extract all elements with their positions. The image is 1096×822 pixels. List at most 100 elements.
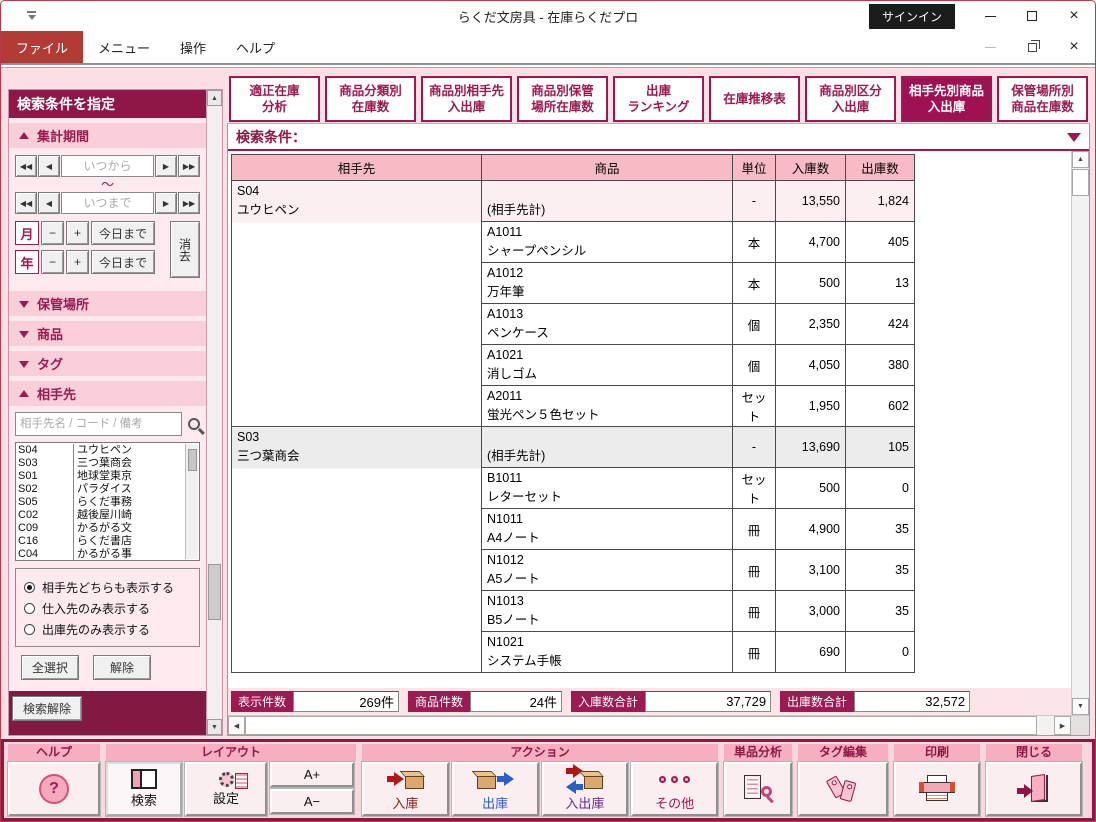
period-clear-button[interactable]: 消去 [170, 221, 200, 278]
date-first-button[interactable]: ◀◀ [15, 155, 37, 177]
outbound-button[interactable]: 出庫 [450, 761, 540, 817]
date-from-input[interactable] [61, 155, 154, 177]
date-prev-button[interactable]: ◀ [38, 155, 60, 177]
item-analysis-button[interactable] [723, 761, 793, 817]
date-last-button[interactable]: ▶▶ [178, 155, 200, 177]
scrollbar-thumb[interactable] [245, 716, 1037, 735]
product-row[interactable]: N1012 A5ノート 冊 3,100 35 [232, 549, 915, 591]
scrollbar-track[interactable] [1072, 196, 1089, 698]
scrollbar-thumb[interactable] [1072, 169, 1089, 196]
month-until-today-button[interactable]: 今日まで [91, 221, 155, 245]
month-plus-button[interactable]: + [66, 221, 89, 245]
product-row[interactable]: N1013 B5ノート 冊 3,000 35 [232, 590, 915, 632]
section-storage[interactable]: 保管場所 [9, 291, 206, 316]
tag-edit-button[interactable] [797, 761, 889, 817]
report-tab[interactable]: 商品別区分 入出庫 [805, 76, 896, 122]
maximize-button[interactable] [1011, 2, 1053, 30]
scroll-left-button[interactable]: ◀ [228, 716, 245, 735]
partner-list-item[interactable]: S05 らくだ事務 [18, 496, 185, 509]
date-next-button[interactable]: ▶ [155, 192, 177, 214]
partner-list-item[interactable]: S04 ユウヒペン [18, 444, 185, 457]
mdi-close-button[interactable]: × [1053, 34, 1095, 60]
date-prev-button[interactable]: ◀ [38, 192, 60, 214]
scrollbar-thumb[interactable] [208, 564, 221, 620]
date-to-input[interactable] [61, 192, 154, 214]
product-row[interactable]: A1012 万年筆 本 500 13 [232, 262, 915, 304]
other-actions-button[interactable]: その他 [630, 761, 719, 817]
sidebar-scrollbar[interactable]: ▲ ▼ [206, 90, 222, 735]
scrollbar-track[interactable] [1037, 716, 1054, 735]
horizontal-scrollbar[interactable]: ◀ ▶ [228, 715, 1089, 735]
partner-list-item[interactable]: S02 パラダイス [18, 483, 185, 496]
year-until-today-button[interactable]: 今日まで [91, 250, 155, 274]
layout-settings-button[interactable]: 設定 [184, 761, 268, 817]
scroll-up-button[interactable]: ▲ [207, 90, 222, 106]
report-tab[interactable]: 商品別相手先 入出庫 [421, 76, 512, 122]
menu-item-help[interactable]: ヘルプ [236, 40, 276, 56]
product-row[interactable]: N1011 A4ノート 冊 4,900 35 [232, 508, 915, 550]
section-period[interactable]: 集計期間 [9, 123, 206, 148]
search-clear-button[interactable]: 検索解除 [12, 696, 82, 721]
vertical-scrollbar[interactable]: ▲ ▼ [1071, 151, 1089, 715]
partner-list-item[interactable]: S01 地球堂東京 [18, 470, 185, 483]
report-tab[interactable]: 在庫推移表 [709, 76, 800, 122]
year-minus-button[interactable]: − [41, 250, 64, 274]
date-first-button[interactable]: ◀◀ [15, 192, 37, 214]
scrollbar-thumb[interactable] [188, 449, 197, 471]
scroll-up-button[interactable]: ▲ [1072, 151, 1089, 168]
partner-list-item[interactable]: C16 らくだ書店 [18, 535, 185, 548]
quick-access-toolbar-icon[interactable] [25, 11, 39, 21]
product-row[interactable]: N1021 システム手帳 冊 690 0 [232, 631, 915, 673]
product-row[interactable]: A1021 消しゴム 個 4,050 380 [232, 344, 915, 386]
search-icon[interactable] [188, 418, 200, 430]
inout-button[interactable]: 入出庫 [540, 761, 630, 817]
product-row[interactable]: A2011 蛍光ペン５色セット セット 1,950 602 [232, 385, 915, 427]
report-tab[interactable]: 商品別保管 場所在庫数 [517, 76, 608, 122]
section-product[interactable]: 商品 [9, 321, 206, 346]
scroll-down-button[interactable]: ▼ [1072, 698, 1089, 715]
date-next-button[interactable]: ▶ [155, 155, 177, 177]
partner-search-input[interactable] [15, 412, 182, 436]
inbound-button[interactable]: 入庫 [361, 761, 450, 817]
month-minus-button[interactable]: − [41, 221, 64, 245]
mdi-minimize-button[interactable] [969, 34, 1011, 60]
year-plus-button[interactable]: + [66, 250, 89, 274]
subtotal-row[interactable]: S04 ユウヒペン (相手先計) - 13,550 1,824 [231, 180, 915, 427]
deselect-button[interactable]: 解除 [93, 655, 151, 680]
report-tab[interactable]: 保管場所別 商品在庫数 [997, 76, 1088, 122]
help-button[interactable]: ? [7, 761, 101, 817]
partner-list-scrollbar[interactable] [185, 444, 198, 559]
layout-search-button[interactable]: 検索 [105, 761, 183, 817]
criteria-dropdown-icon[interactable] [1067, 132, 1081, 149]
partner-display-radio[interactable]: 仕入先のみ表示する [24, 598, 193, 619]
menu-item-menu[interactable]: メニュー [98, 40, 151, 56]
product-row[interactable]: A1013 ペンケース 個 2,350 424 [232, 303, 915, 345]
partner-list-item[interactable]: S03 三つ葉商会 [18, 457, 185, 470]
report-tab[interactable]: 相手先別商品 入出庫 [901, 76, 992, 122]
signin-button[interactable]: サインイン [868, 3, 955, 29]
partner-list-item[interactable]: C02 越後屋川崎 [18, 509, 185, 522]
scroll-down-button[interactable]: ▼ [207, 719, 222, 735]
partner-display-radio[interactable]: 相手先どちらも表示する [24, 577, 193, 598]
close-window-button[interactable] [985, 761, 1083, 817]
report-tab[interactable]: 適正在庫 分析 [229, 76, 320, 122]
menu-item-operation[interactable]: 操作 [180, 40, 207, 56]
font-increase-button[interactable]: A+ [269, 761, 355, 788]
close-button[interactable]: × [1053, 2, 1095, 30]
select-all-button[interactable]: 全選択 [21, 655, 79, 680]
subtotal-row[interactable]: S03 三つ葉商会 (相手先計) - 13,690 105 [231, 426, 915, 673]
partner-display-radio[interactable]: 出庫先のみ表示する [24, 619, 193, 640]
date-last-button[interactable]: ▶▶ [178, 192, 200, 214]
mdi-restore-button[interactable] [1011, 34, 1053, 60]
partner-list-item[interactable]: C09 かるがる文 [18, 522, 185, 535]
font-decrease-button[interactable]: A− [269, 788, 355, 815]
report-tab[interactable]: 出庫 ランキング [613, 76, 704, 122]
product-row[interactable]: A1011 シャープペンシル 本 4,700 405 [232, 221, 915, 263]
minimize-button[interactable] [969, 2, 1011, 30]
partner-list-item[interactable]: C04 かるがる事 [18, 548, 185, 560]
section-tag[interactable]: タグ [9, 351, 206, 376]
print-button[interactable] [893, 761, 981, 817]
scroll-right-button[interactable]: ▶ [1054, 716, 1071, 735]
section-partner[interactable]: 相手先 [9, 381, 206, 406]
report-tab[interactable]: 商品分類別 在庫数 [325, 76, 416, 122]
